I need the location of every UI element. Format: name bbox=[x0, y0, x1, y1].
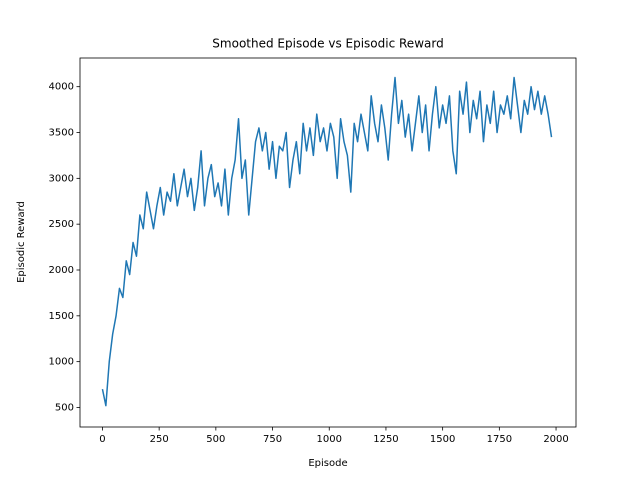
x-tick-label: 500 bbox=[206, 434, 225, 445]
y-tick-label: 1000 bbox=[49, 357, 74, 368]
data-line bbox=[101, 76, 553, 407]
x-tick-label: 1500 bbox=[430, 434, 455, 445]
x-tick-label: 1000 bbox=[317, 434, 342, 445]
y-tick-label: 500 bbox=[55, 402, 74, 413]
x-tick-label: 0 bbox=[99, 434, 105, 445]
x-tick-label: 750 bbox=[263, 434, 282, 445]
y-tick-label: 2500 bbox=[49, 219, 74, 230]
y-tick-label: 2000 bbox=[49, 265, 74, 276]
x-tick-label: 250 bbox=[150, 434, 169, 445]
y-tick-label: 3000 bbox=[49, 173, 74, 184]
chart-title: Smoothed Episode vs Episodic Reward bbox=[212, 37, 443, 51]
x-tick-label: 1250 bbox=[373, 434, 398, 445]
x-tick-label: 1750 bbox=[487, 434, 512, 445]
y-tick-label: 1500 bbox=[49, 311, 74, 322]
y-axis-label: Episodic Reward bbox=[16, 201, 27, 283]
y-tick-label: 3500 bbox=[49, 128, 74, 139]
x-axis-label: Episode bbox=[308, 458, 347, 469]
x-tick-label: 2000 bbox=[543, 434, 568, 445]
plot-frame bbox=[79, 57, 577, 428]
y-tick-label: 4000 bbox=[49, 82, 74, 93]
